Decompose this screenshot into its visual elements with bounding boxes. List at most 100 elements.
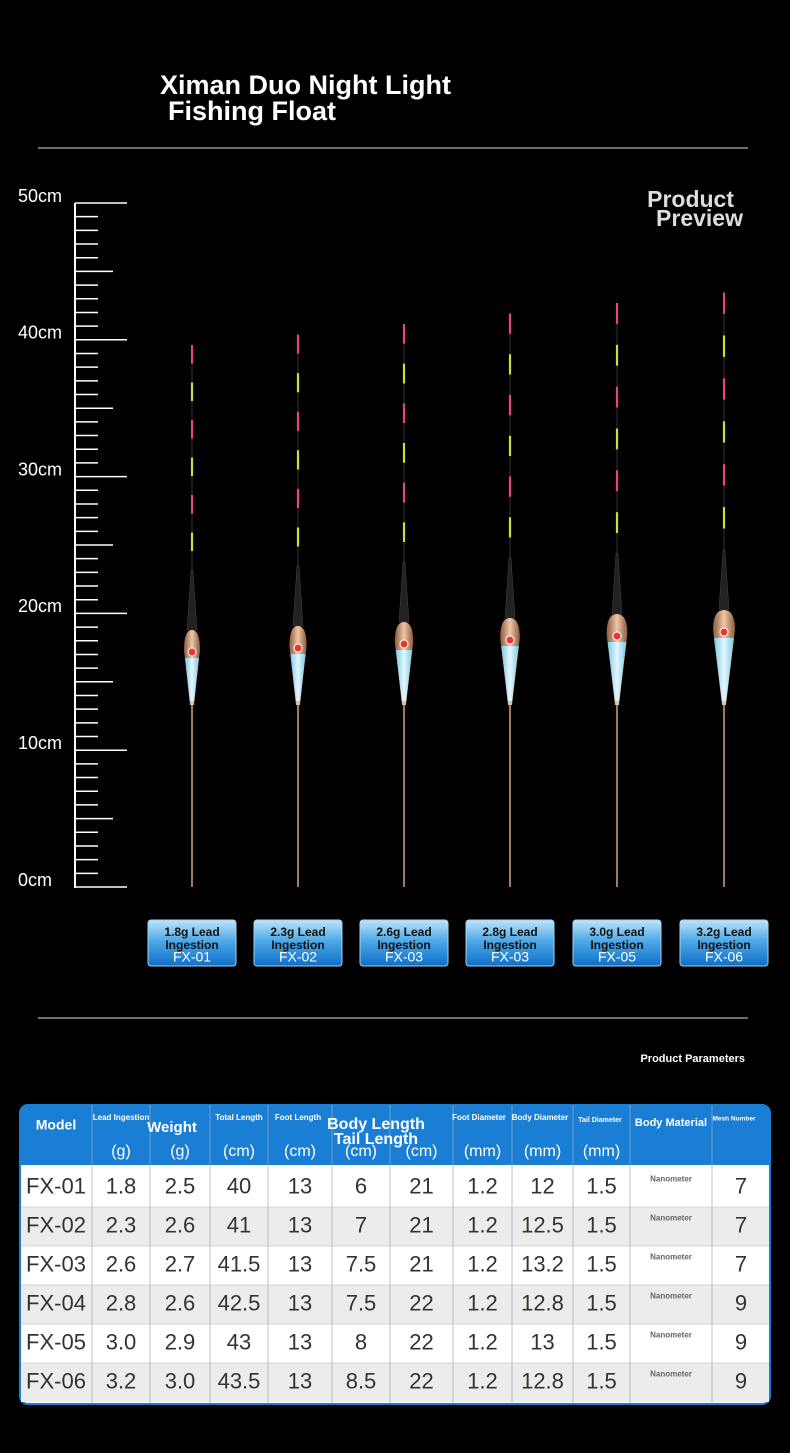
- table-cell: 2.9: [165, 1329, 196, 1354]
- ruler-label: 40cm: [18, 323, 62, 343]
- table-header-cell: Foot Diameter: [452, 1113, 506, 1122]
- table-cell: 12.8: [521, 1290, 564, 1315]
- table-cell: 7: [735, 1212, 747, 1237]
- table-cell: 43.5: [218, 1368, 261, 1393]
- table-cell: Nanometer: [650, 1175, 692, 1184]
- table-unit: (cm): [284, 1143, 316, 1160]
- table-cell: FX-05: [26, 1329, 86, 1354]
- table-header-cell: Weight: [147, 1119, 197, 1136]
- table-cell: 22: [409, 1290, 433, 1315]
- float-tag: [572, 919, 662, 967]
- table-cell: 1.2: [467, 1212, 498, 1237]
- table-cell: Nanometer: [650, 1292, 692, 1301]
- tag-lead: Ingestion: [697, 938, 750, 952]
- tag-lead: Ingestion: [377, 938, 430, 952]
- table-cell: 7: [735, 1173, 747, 1198]
- table-header-cell: Tail Diameter: [578, 1117, 622, 1124]
- table-cell: FX-04: [26, 1290, 86, 1315]
- ruler-label: 20cm: [18, 596, 62, 616]
- table-row: [21, 1246, 769, 1285]
- table-cell: 3.0: [165, 1368, 196, 1393]
- table-row: [21, 1363, 769, 1402]
- table-cell: 22: [409, 1368, 433, 1393]
- table-cell: 13: [288, 1329, 312, 1354]
- table-header: [20, 1105, 770, 1165]
- table-unit: (mm): [464, 1143, 501, 1160]
- table-cell: 3.2: [106, 1368, 137, 1393]
- title: Ximan Duo Night Light: [160, 70, 451, 100]
- table-unit: (cm): [406, 1143, 438, 1160]
- table-cell: 13: [288, 1212, 312, 1237]
- tag-model: FX-01: [173, 949, 211, 965]
- table-header-cell: Total Length: [215, 1113, 263, 1122]
- table-cell: FX-03: [26, 1251, 86, 1276]
- float-lower: [714, 638, 734, 701]
- table-header-cell: Mesh Number: [713, 1116, 756, 1123]
- float-lower: [607, 642, 627, 701]
- float-tag: [679, 919, 769, 967]
- table-cell: 1.2: [467, 1329, 498, 1354]
- table-cell: 7.5: [346, 1290, 377, 1315]
- table-cell: 42.5: [218, 1290, 261, 1315]
- tag-lead: Ingestion: [165, 938, 218, 952]
- tag-lead: Ingestion: [483, 938, 536, 952]
- table-cell: 2.7: [165, 1251, 196, 1276]
- tag-model: FX-03: [385, 949, 423, 965]
- table-cell: 22: [409, 1329, 433, 1354]
- table-cell: 9: [735, 1329, 747, 1354]
- float-lower: [185, 658, 199, 701]
- table-cell: 9: [735, 1368, 747, 1393]
- table-unit: (g): [170, 1143, 190, 1160]
- table-cell: 8.5: [346, 1368, 377, 1393]
- title: Fishing Float: [168, 96, 336, 126]
- tag-lead: 1.8g Lead: [164, 925, 219, 939]
- float-stem: [186, 569, 198, 631]
- table-row: [21, 1324, 769, 1363]
- tag-lead: Ingestion: [590, 938, 643, 952]
- tag-model: FX-05: [598, 949, 636, 965]
- table-cell: FX-06: [26, 1368, 86, 1393]
- table-cell: 1.5: [586, 1173, 617, 1198]
- float-logo: [293, 643, 303, 653]
- table-header-cell: Foot Length: [275, 1113, 321, 1122]
- table-cell: 40: [227, 1173, 251, 1198]
- table-cell: 2.3: [106, 1212, 137, 1237]
- float-logo: [399, 639, 409, 649]
- float-stem: [504, 557, 516, 619]
- table-cell: 1.8: [106, 1173, 137, 1198]
- table-row: [21, 1207, 769, 1246]
- table-cell: Nanometer: [650, 1253, 692, 1262]
- table-cell: 1.5: [586, 1329, 617, 1354]
- tag-lead: 2.8g Lead: [482, 925, 537, 939]
- tag-model: FX-06: [705, 949, 743, 965]
- table-header-cell: Body Length: [327, 1116, 425, 1133]
- table-unit: (mm): [524, 1143, 561, 1160]
- table-cell: 1.2: [467, 1290, 498, 1315]
- float-stem: [292, 565, 304, 627]
- table-cell: 7.5: [346, 1251, 377, 1276]
- table-unit: (cm): [223, 1143, 255, 1160]
- table-cell: 43: [227, 1329, 251, 1354]
- table-cell: 21: [409, 1251, 433, 1276]
- table-cell: 1.2: [467, 1368, 498, 1393]
- table-cell: 2.6: [165, 1212, 196, 1237]
- table-cell: 13: [288, 1290, 312, 1315]
- table-cell: FX-01: [26, 1173, 86, 1198]
- float-stem: [398, 561, 410, 623]
- table-cell: 21: [409, 1173, 433, 1198]
- table-cell: 41.5: [218, 1251, 261, 1276]
- table-cell: 1.5: [586, 1251, 617, 1276]
- table-cell: 21: [409, 1212, 433, 1237]
- float-logo: [505, 635, 515, 645]
- table-header-cell: Body Material: [635, 1117, 707, 1129]
- float-lower: [501, 646, 519, 701]
- table-cell: 13: [530, 1329, 554, 1354]
- table-cell: 1.5: [586, 1212, 617, 1237]
- float-tag: [359, 919, 449, 967]
- table-unit: (mm): [583, 1143, 620, 1160]
- float-stem: [611, 553, 623, 615]
- float-logo: [612, 631, 622, 641]
- table-header-cell: Tail Length: [334, 1131, 418, 1148]
- float-logo: [719, 627, 729, 637]
